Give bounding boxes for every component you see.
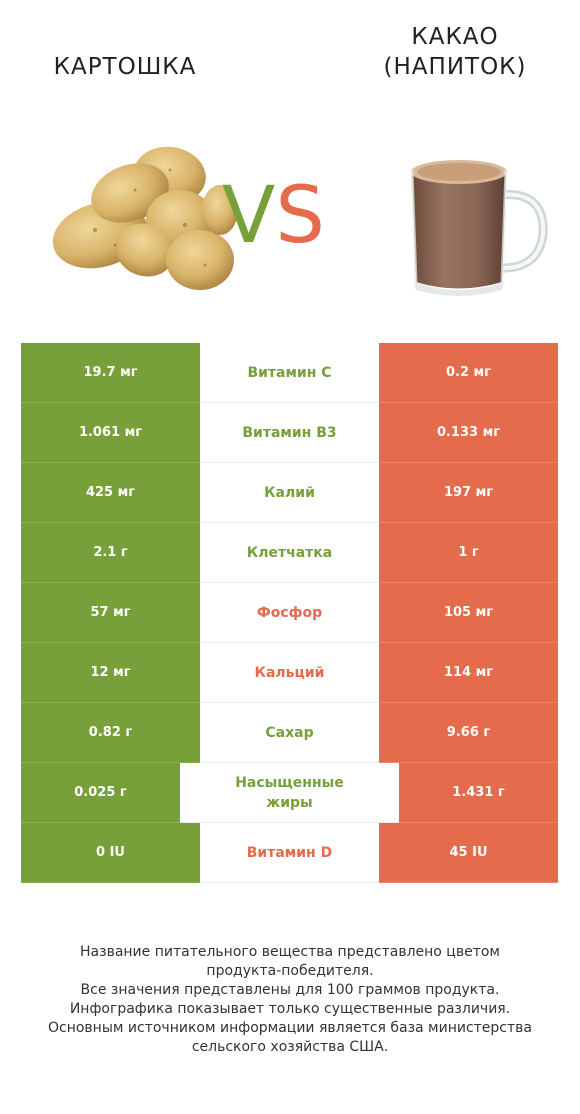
value-left: 2.1 г — [21, 523, 200, 583]
table-row: 0.025 г Насыщенные жиры 1.431 г — [21, 763, 558, 823]
table-row: 425 мг Калий 197 мг — [21, 463, 558, 523]
nutrient-name: Витамин C — [200, 343, 379, 402]
table-row: 19.7 мг Витамин C 0.2 мг — [21, 343, 558, 403]
value-left: 0.82 г — [21, 703, 200, 763]
value-left: 425 мг — [21, 463, 200, 523]
product-right-title-line1: КАКАО — [411, 24, 499, 50]
vs-label: VS — [222, 166, 325, 266]
product-right-title-line2: (НАПИТОК) — [383, 54, 527, 80]
nutrient-name: Витамин D — [200, 823, 379, 882]
footer-note: Название питательного вещества представл… — [20, 943, 560, 1057]
value-left: 19.7 мг — [21, 343, 200, 403]
footer-line5: Основным источником информации является … — [48, 1020, 532, 1036]
product-right-title: КАКАО (НАПИТОК) — [360, 22, 550, 82]
comparison-table: 19.7 мг Витамин C 0.2 мг 1.061 мг Витамин B3… — [21, 343, 558, 883]
nutrient-name: Калий — [200, 463, 379, 522]
value-right: 9.66 г — [379, 703, 558, 763]
nutrient-name: Витамин B3 — [200, 403, 379, 462]
nutrient-name: Насыщенные жиры — [180, 763, 399, 822]
nutrient-name: Сахар — [200, 703, 379, 762]
value-right: 1.431 г — [399, 763, 558, 823]
value-right: 1 г — [379, 523, 558, 583]
value-right: 105 мг — [379, 583, 558, 643]
value-left: 0.025 г — [21, 763, 180, 823]
value-left: 12 мг — [21, 643, 200, 703]
value-left: 1.061 мг — [21, 403, 200, 463]
cocoa-mug-image — [410, 160, 548, 296]
product-left-title: КАРТОШКА — [53, 54, 197, 80]
nutrient-name: Клетчатка — [200, 523, 379, 582]
value-left: 0 IU — [21, 823, 200, 883]
table-row: 2.1 г Клетчатка 1 г — [21, 523, 558, 583]
footer-line1: Название питательного вещества представл… — [80, 944, 500, 960]
value-right: 0.133 мг — [379, 403, 558, 463]
value-right: 45 IU — [379, 823, 558, 883]
potatoes-image — [52, 146, 238, 290]
vs-s: S — [275, 171, 325, 261]
table-row: 0.82 г Сахар 9.66 г — [21, 703, 558, 763]
value-right: 0.2 мг — [379, 343, 558, 403]
footer-line2: продукта-победителя. — [206, 963, 374, 979]
value-left: 57 мг — [21, 583, 200, 643]
nutrient-name: Кальций — [200, 643, 379, 702]
table-row: 1.061 мг Витамин B3 0.133 мг — [21, 403, 558, 463]
table-row: 12 мг Кальций 114 мг — [21, 643, 558, 703]
value-right: 114 мг — [379, 643, 558, 703]
table-row: 57 мг Фосфор 105 мг — [21, 583, 558, 643]
value-right: 197 мг — [379, 463, 558, 523]
footer-line6: сельского хозяйства США. — [191, 1039, 389, 1055]
nutrient-name: Фосфор — [200, 583, 379, 642]
footer-line3: Все значения представлены для 100 граммо… — [80, 982, 500, 998]
vs-v: V — [222, 171, 276, 261]
footer-line4: Инфографика показывает только существенн… — [69, 1001, 511, 1017]
table-row: 0 IU Витамин D 45 IU — [21, 823, 558, 883]
